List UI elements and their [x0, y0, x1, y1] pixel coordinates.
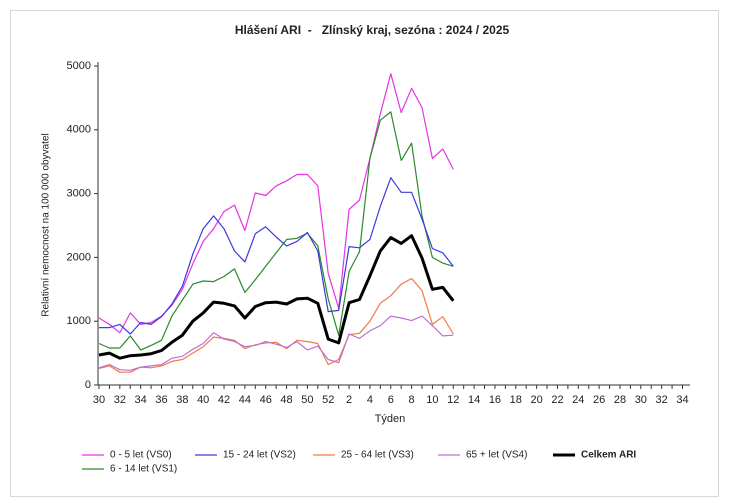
y-tick-label: 5000: [67, 60, 91, 72]
x-tick-label: 8: [409, 394, 415, 406]
x-tick-label: 34: [135, 394, 147, 406]
x-tick-label: 36: [155, 394, 167, 406]
x-tick-label: 32: [656, 394, 668, 406]
legend-label: Celkem ARI: [581, 450, 636, 461]
x-tick-label: 44: [239, 394, 251, 406]
x-tick-label: 46: [260, 394, 272, 406]
x-tick-label: 32: [114, 394, 126, 406]
x-tick-label: 10: [426, 394, 438, 406]
y-tick-label: 1000: [67, 315, 91, 327]
chart-title: Hlášení ARI - Zlínský kraj, sezóna : 202…: [235, 23, 510, 37]
x-tick-label: 2: [346, 394, 352, 406]
x-tick-label: 48: [280, 394, 292, 406]
x-tick-label: 30: [635, 394, 647, 406]
legend-label: 0 - 5 let (VS0): [110, 450, 172, 461]
x-tick-label: 6: [388, 394, 394, 406]
x-tick-label: 52: [322, 394, 334, 406]
series-line: [98, 234, 455, 360]
legend-label: 25 - 64 let (VS3): [341, 450, 414, 461]
legend-label: 65 + let (VS4): [466, 450, 527, 461]
series-line: [99, 177, 454, 335]
x-tick-label: 50: [301, 394, 313, 406]
series-line: [98, 277, 454, 373]
x-tick-label: 26: [593, 394, 605, 406]
y-tick-label: 2000: [67, 251, 91, 263]
x-tick-label: 4: [367, 394, 373, 406]
y-tick-label: 3000: [67, 188, 91, 200]
x-tick-label: 30: [93, 394, 105, 406]
y-tick-label: 4000: [67, 124, 91, 136]
x-tick-label: 14: [468, 394, 480, 406]
x-tick-label: 40: [197, 394, 209, 406]
frame: [10, 10, 719, 497]
x-tick-label: 42: [218, 394, 230, 406]
x-tick-label: 12: [447, 394, 459, 406]
x-tick-label: 16: [489, 394, 501, 406]
x-tick-label: 28: [614, 394, 626, 406]
x-tick-label: 24: [572, 394, 584, 406]
series-line: [98, 315, 454, 371]
series-line: [98, 111, 454, 351]
y-tick-label: 0: [85, 379, 91, 391]
legend-label: 15 - 24 let (VS2): [223, 450, 296, 461]
y-axis-label: Relativní nemocnost na 100 000 obyvatel: [41, 133, 52, 316]
x-tick-label: 34: [676, 394, 688, 406]
series-line: [98, 73, 454, 334]
legend-label: 6 - 14 let (VS1): [110, 464, 177, 475]
x-axis-label: Týden: [375, 413, 406, 425]
x-tick-label: 38: [176, 394, 188, 406]
x-tick-label: 22: [551, 394, 563, 406]
x-tick-label: 20: [531, 394, 543, 406]
x-tick-label: 18: [510, 394, 522, 406]
